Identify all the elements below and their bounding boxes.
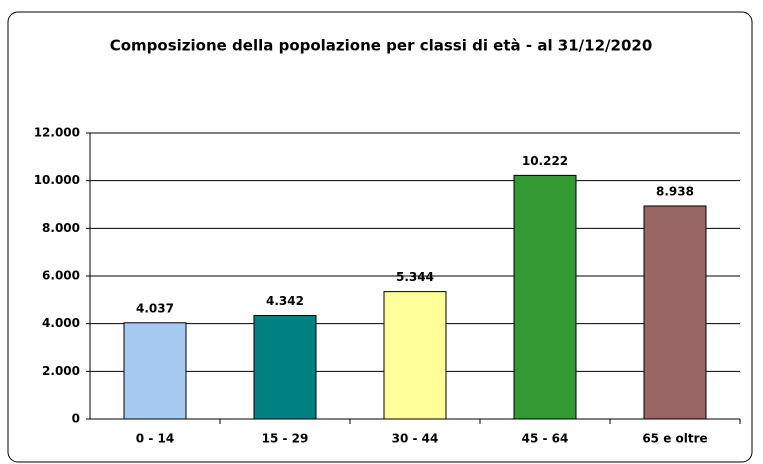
x-tick-label: 30 - 44 bbox=[392, 432, 439, 446]
y-tick-label: 0 bbox=[72, 412, 80, 426]
y-tick-label: 10.000 bbox=[34, 173, 80, 187]
y-tick-label: 6.000 bbox=[42, 269, 80, 283]
data-label: 4.037 bbox=[136, 301, 174, 315]
bar bbox=[513, 174, 577, 420]
y-tick-label: 2.000 bbox=[42, 364, 80, 378]
y-tick-label: 12.000 bbox=[34, 126, 80, 140]
data-label: 4.342 bbox=[266, 294, 304, 308]
bar bbox=[123, 322, 187, 420]
data-label: 10.222 bbox=[522, 154, 568, 168]
data-label: 8.938 bbox=[656, 184, 694, 198]
bar bbox=[253, 315, 317, 420]
x-tick-label: 15 - 29 bbox=[262, 432, 309, 446]
y-tick-label: 4.000 bbox=[42, 316, 80, 330]
x-tick-label: 0 - 14 bbox=[136, 432, 174, 446]
chart-title: Composizione della popolazione per class… bbox=[110, 37, 653, 55]
bar bbox=[383, 291, 447, 420]
y-tick-label: 8.000 bbox=[42, 221, 80, 235]
bar bbox=[643, 205, 707, 420]
data-label: 5.344 bbox=[396, 270, 434, 284]
x-tick-label: 65 e oltre bbox=[642, 432, 707, 446]
chart-border bbox=[7, 11, 753, 463]
x-tick-label: 45 - 64 bbox=[522, 432, 569, 446]
